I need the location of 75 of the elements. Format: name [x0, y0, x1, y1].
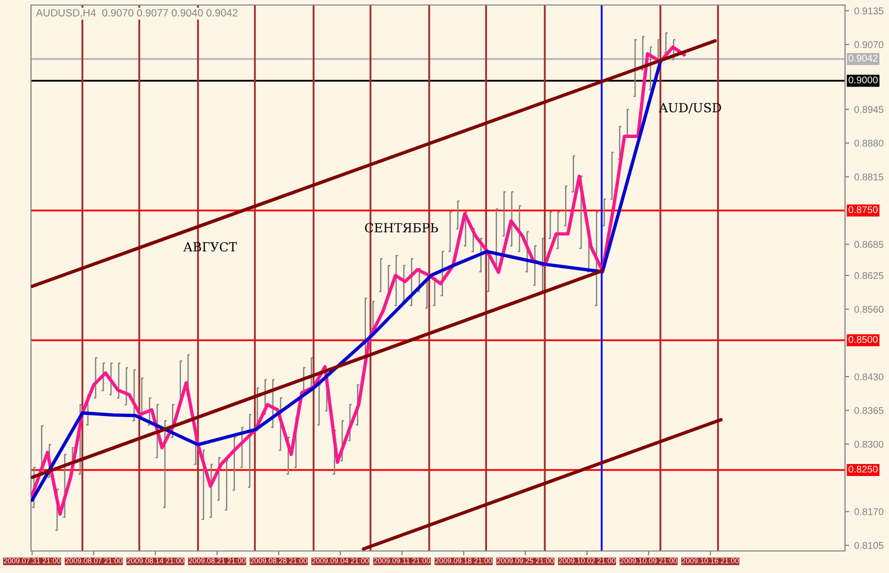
y-tick-label: 0.9135 — [854, 7, 884, 14]
ref-line-label: 0.9042 — [848, 54, 878, 62]
candlestick — [633, 39, 637, 97]
candlestick — [379, 258, 382, 292]
y-tick-label: 0.8300 — [854, 440, 884, 448]
candlestick — [263, 379, 267, 416]
candlestick — [472, 228, 475, 252]
candlestick — [210, 464, 213, 518]
candlestick — [63, 454, 66, 518]
ref-line-label: 0.8250 — [848, 466, 878, 473]
candlestick — [124, 367, 128, 406]
y-tick-label: 0.8560 — [854, 306, 884, 313]
candlestick — [672, 39, 676, 60]
y-tick-label: 0.8685 — [854, 241, 884, 248]
candlestick — [510, 191, 514, 246]
y-tick-label: 0.8815 — [854, 174, 884, 180]
candlestick — [641, 36, 644, 70]
candlestick — [271, 379, 275, 428]
candlestick — [618, 126, 622, 160]
candlestick — [533, 245, 537, 286]
candlestick — [232, 436, 236, 491]
candlestick — [394, 255, 398, 306]
candlestick — [448, 211, 452, 252]
ref-line-label: 0.8750 — [848, 206, 878, 214]
candlestick — [494, 208, 498, 266]
candlestick — [140, 378, 144, 418]
y-tick-label: 0.8945 — [854, 106, 884, 113]
y-tick-label: 0.8430 — [854, 373, 884, 380]
candlestick — [217, 456, 221, 501]
ref-line-label: 0.9000 — [848, 76, 878, 84]
candlestick — [163, 420, 167, 508]
candlestick — [340, 420, 344, 462]
candlestick — [610, 152, 614, 200]
candlestick — [526, 231, 529, 272]
candlestick — [240, 426, 244, 468]
candlestick — [94, 357, 98, 399]
candlestick — [479, 238, 483, 272]
ref-line-label: 0.8500 — [848, 336, 878, 343]
candlestick — [540, 238, 544, 292]
candlestick — [594, 211, 598, 306]
candlestick — [371, 300, 375, 329]
candlestick — [102, 362, 105, 392]
y-tick-label: 0.8365 — [854, 407, 884, 414]
candlestick — [148, 397, 152, 426]
candlestick — [418, 268, 421, 292]
y-tick-label: 0.8170 — [854, 508, 884, 516]
candlestick — [548, 211, 552, 240]
candlestick — [170, 404, 174, 438]
candlestick — [564, 186, 568, 226]
candlestick — [556, 211, 560, 250]
candlestick — [648, 46, 652, 90]
candlestick — [402, 264, 406, 302]
candlestick — [502, 191, 506, 237]
candlestick — [109, 362, 113, 396]
y-tick-label: 0.9070 — [854, 41, 884, 48]
candlestick — [456, 200, 460, 230]
candlestick — [626, 108, 630, 137]
candlestick — [117, 362, 120, 399]
candlestick — [248, 414, 252, 488]
y-tick-label: 0.8880 — [854, 140, 884, 147]
candlestick — [317, 384, 321, 426]
candlestick — [132, 369, 136, 422]
candlestick — [518, 205, 522, 252]
candlestick — [664, 32, 668, 54]
candlestick — [572, 155, 576, 192]
candlestick — [356, 384, 360, 426]
y-tick-label: 0.8105 — [854, 542, 884, 549]
candlestick — [602, 198, 606, 226]
candlestick — [224, 460, 228, 511]
chart-title: AUDUSD,H4 0.9070 0.9077 0.9040 0.9042 — [36, 9, 238, 18]
candlestick — [410, 258, 414, 306]
y-tick-label: 0.8625 — [854, 272, 884, 280]
candlestick — [656, 39, 660, 60]
candlestick — [440, 250, 444, 296]
candlestick — [433, 278, 436, 306]
